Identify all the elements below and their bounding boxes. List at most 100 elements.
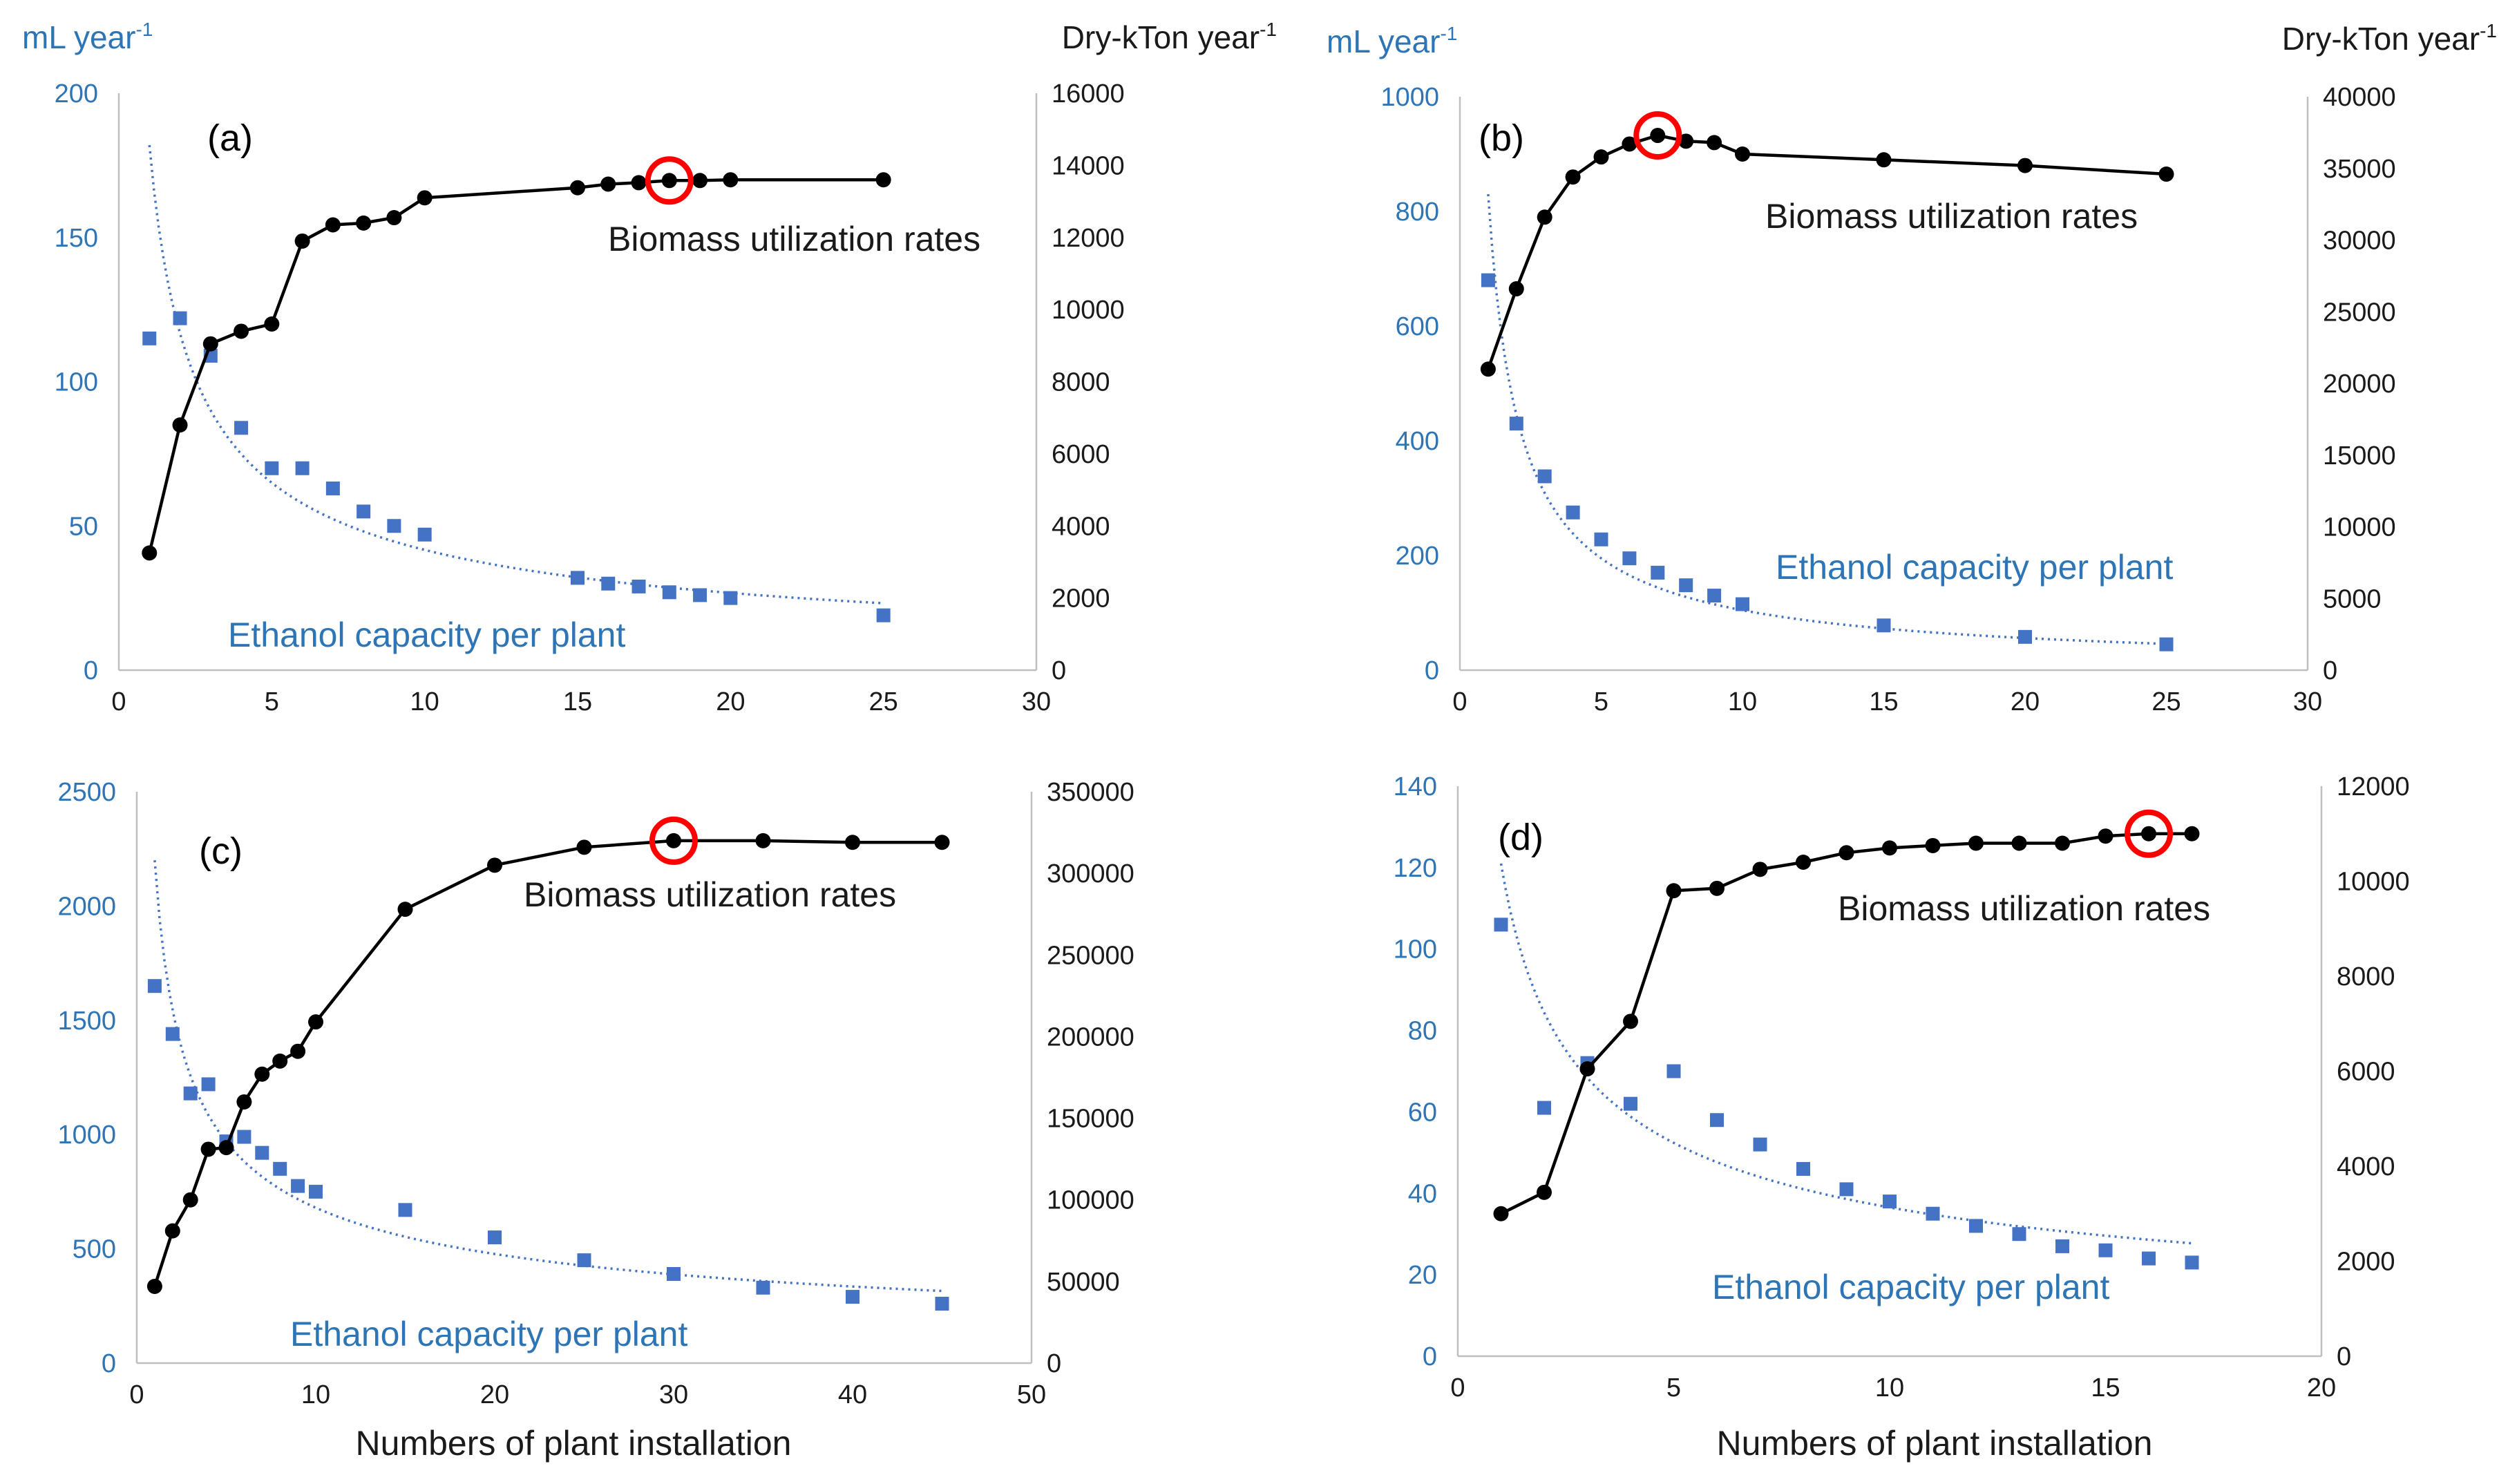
panel-d-x-tick: 5	[1666, 1373, 1681, 1402]
panel-c-left-tick: 1000	[57, 1121, 116, 1150]
panel-d-ethanol-point	[1537, 1101, 1551, 1115]
panel-b-optimum-marker	[1633, 111, 1682, 160]
panel-a-x-tick: 15	[563, 687, 592, 716]
panel-c-right-tick: 150000	[1047, 1105, 1134, 1134]
panel-a-ethanol-point	[693, 588, 707, 602]
panel-b-left-tick: 800	[1396, 198, 1439, 227]
panel-d-label: (d)	[1498, 817, 1543, 858]
panel-d-right-tick: 0	[2337, 1342, 2351, 1371]
panel-d-x-tick: 10	[1875, 1373, 1904, 1402]
panel-a-ethanol-point	[631, 579, 646, 593]
panel-a-right-tick: 2000	[1052, 584, 1110, 613]
panel-d-left-tick: 0	[1423, 1342, 1437, 1371]
panel-a-ethanol-point	[417, 527, 432, 542]
panel-a-left-tick: 150	[55, 224, 98, 253]
panel-a-biomass-point	[264, 316, 280, 332]
panel-a-x-tick: 30	[1022, 687, 1051, 716]
panel-d-biomass-point	[1709, 880, 1725, 896]
panel-c-ethanol-label: Ethanol capacity per plant	[290, 1315, 687, 1353]
panel-b-left-unit: mL year-1	[1327, 23, 1457, 59]
panel-c-ethanol-point	[201, 1077, 216, 1092]
panel-c-left-tick: 1500	[57, 1007, 116, 1036]
panel-b-left-tick: 1000	[1380, 83, 1439, 112]
panel-b-ethanol-point	[1594, 532, 1608, 546]
panel-d-ethanol-point	[2098, 1243, 2113, 1257]
panel-b-x-tick: 5	[1594, 687, 1608, 716]
panel-a-right-tick: 4000	[1052, 512, 1110, 541]
panel-a-right-tick: 12000	[1052, 224, 1125, 253]
panel-b-biomass-point	[1678, 133, 1694, 149]
panel-a-biomass-point	[142, 545, 158, 561]
panel-c-x-tick: 40	[838, 1380, 867, 1409]
panel-b-right-tick: 30000	[2323, 227, 2396, 256]
panel-d-right-tick: 2000	[2337, 1248, 2395, 1277]
panel-a-biomass-point	[234, 323, 249, 339]
panel-a-left-unit: mL year-1	[22, 19, 153, 55]
panel-c-left-tick: 2000	[57, 892, 116, 921]
panel-c-right-tick: 100000	[1047, 1186, 1134, 1215]
panel-a-left-tick: 100	[55, 368, 98, 397]
panel-c-x-tick: 30	[659, 1380, 688, 1409]
panel-c-right-tick: 350000	[1047, 778, 1134, 807]
panel-b-ethanol-point	[2159, 637, 2174, 651]
panel-b-ethanol-point	[1679, 578, 1693, 593]
panel-d: (d) Biomass utilization rates Ethanol ca…	[1394, 772, 2410, 1463]
panel-d-optimum-marker	[2125, 809, 2173, 858]
panel-a-right-tick: 6000	[1052, 440, 1110, 469]
panel-b-right-tick: 40000	[2323, 83, 2396, 112]
panel-a-biomass-point	[692, 173, 708, 189]
panel-b-right-unit: Dry-kTon year-1	[2282, 20, 2497, 57]
panel-a-x-tick: 25	[869, 687, 898, 716]
panel-d-ethanol-point	[2185, 1255, 2199, 1270]
panel-a-biomass-point	[600, 176, 616, 192]
panel-d-right-tick: 10000	[2337, 868, 2410, 897]
panel-b-biomass-point	[2017, 158, 2033, 173]
panel-a-biomass-point	[417, 190, 433, 206]
panel-c-label: (c)	[199, 830, 243, 872]
panel-d-biomass-point	[2141, 826, 2156, 841]
panel-d-x-tick: 20	[2307, 1373, 2336, 1402]
panel-d-ethanol-point	[1883, 1195, 1897, 1209]
panel-a-ethanol-point	[265, 461, 279, 475]
panel-d-biomass-point	[1579, 1061, 1595, 1077]
panel-c-biomass-point	[200, 1141, 216, 1157]
panel-c-biomass-point	[934, 835, 950, 850]
panel-b-biomass-point	[2158, 167, 2174, 182]
panel-a-ethanol-point	[295, 461, 310, 475]
panel-a-x-tick: 0	[111, 687, 126, 716]
panel-d-biomass-point	[1623, 1014, 1638, 1029]
panel-c-x-axis-title: Numbers of plant installation	[356, 1424, 792, 1463]
panel-b-ethanol-point	[1622, 551, 1637, 566]
panel-b-biomass-point	[1508, 281, 1524, 297]
panel-a-biomass-point	[172, 417, 188, 433]
panel-b-right-tick: 10000	[2323, 513, 2396, 542]
panel-d-ethanol-point	[1926, 1206, 1940, 1221]
panel-c-ethanol-point	[165, 1027, 180, 1041]
panel-c-ethanol-point	[291, 1179, 305, 1193]
panel-c: (c) Biomass utilization rates Ethanol ca…	[57, 778, 1134, 1463]
panel-d-x-tick: 15	[2091, 1373, 2120, 1402]
panel-b: mL year-1 Dry-kTon year-1 (b) Biomass ut…	[1327, 20, 2497, 716]
panel-d-biomass-point	[2184, 826, 2200, 841]
panel-c-x-tick: 50	[1017, 1380, 1046, 1409]
panel-b-biomass-line	[1486, 133, 2167, 370]
panel-c-ethanol-point	[183, 1086, 198, 1101]
panel-a-biomass-point	[325, 217, 341, 233]
panel-c-ethanol-point	[756, 1280, 770, 1295]
panel-d-ethanol-point	[2142, 1251, 2156, 1266]
panel-a-x-tick: 5	[265, 687, 279, 716]
panel-c-ethanol-point	[398, 1203, 412, 1217]
panel-c-biomass-point	[272, 1053, 288, 1069]
panel-a-right-tick: 0	[1052, 656, 1066, 685]
panel-a-biomass-point	[202, 336, 218, 352]
panel-b-biomass-point	[1735, 146, 1750, 162]
panel-c-biomass-point	[290, 1043, 306, 1059]
panel-d-biomass-point	[2055, 835, 2070, 851]
panel-a-x-tick: 10	[410, 687, 439, 716]
panel-a-ethanol-point	[662, 585, 676, 600]
panel-a-ethanol-point	[723, 591, 738, 605]
panel-a-biomass-point	[661, 173, 677, 189]
panel-d-biomass-point	[1968, 835, 1984, 851]
panel-d-ethanol-point	[1839, 1182, 1854, 1197]
panel-d-biomass-point	[1796, 855, 1811, 870]
